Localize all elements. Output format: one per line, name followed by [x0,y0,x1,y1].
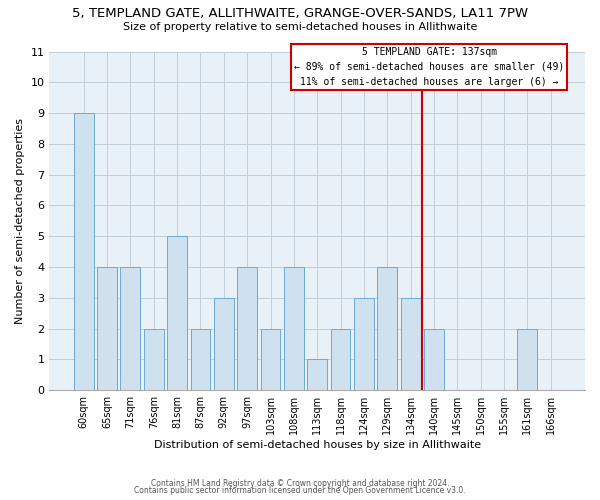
Text: Contains public sector information licensed under the Open Government Licence v3: Contains public sector information licen… [134,486,466,495]
Bar [121,267,140,390]
Bar [307,360,327,390]
Bar [74,113,94,390]
Bar [284,267,304,390]
Y-axis label: Number of semi-detached properties: Number of semi-detached properties [15,118,25,324]
Bar [260,328,280,390]
Bar [167,236,187,390]
Text: Contains HM Land Registry data © Crown copyright and database right 2024.: Contains HM Land Registry data © Crown c… [151,478,449,488]
Bar [97,267,117,390]
Bar [331,328,350,390]
Bar [214,298,234,390]
Bar [424,328,444,390]
Text: 5 TEMPLAND GATE: 137sqm
← 89% of semi-detached houses are smaller (49)
11% of se: 5 TEMPLAND GATE: 137sqm ← 89% of semi-de… [294,47,565,86]
Bar [237,267,257,390]
Text: 5, TEMPLAND GATE, ALLITHWAITE, GRANGE-OVER-SANDS, LA11 7PW: 5, TEMPLAND GATE, ALLITHWAITE, GRANGE-OV… [72,8,528,20]
Bar [517,328,538,390]
Bar [191,328,211,390]
Bar [354,298,374,390]
Bar [377,267,397,390]
Bar [401,298,421,390]
Bar [144,328,164,390]
Text: Size of property relative to semi-detached houses in Allithwaite: Size of property relative to semi-detach… [123,22,477,32]
X-axis label: Distribution of semi-detached houses by size in Allithwaite: Distribution of semi-detached houses by … [154,440,481,450]
